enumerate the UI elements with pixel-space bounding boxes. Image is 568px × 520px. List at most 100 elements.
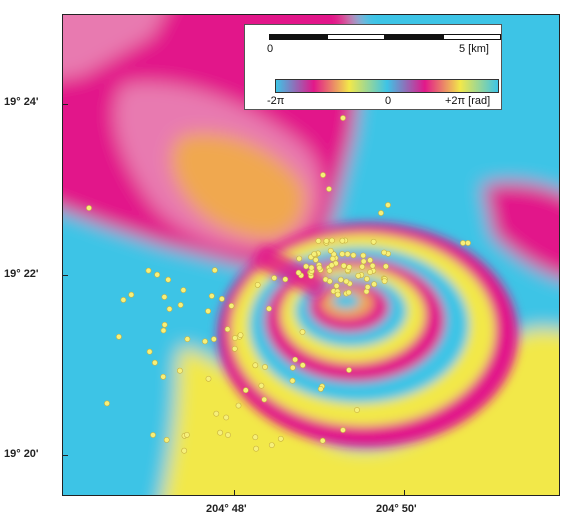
earthquake-dot <box>344 251 351 257</box>
earthquake-dot <box>213 410 220 417</box>
map-legend: 0 5 [km] -2π 0 +2π [rad] <box>244 24 502 110</box>
earthquake-dot <box>228 302 235 309</box>
earthquake-dot <box>326 267 333 274</box>
earthquake-dot <box>367 269 373 275</box>
earthquake-dot <box>262 364 268 370</box>
phase-colorbar <box>275 79 499 93</box>
scale-bar-segment-4 <box>443 34 501 40</box>
earthquake-dot <box>282 276 289 283</box>
earthquake-dot <box>340 427 346 433</box>
latitude-label-20: 19° 20' <box>4 448 39 460</box>
earthquake-dot <box>165 276 172 283</box>
earthquake-dot <box>252 362 259 369</box>
earthquake-dot <box>308 264 315 271</box>
earthquake-dot <box>208 293 215 299</box>
earthquake-dot <box>235 402 242 409</box>
earthquake-dot <box>371 281 377 288</box>
earthquake-dot <box>184 431 190 438</box>
lon-tick-50 <box>404 490 405 496</box>
earthquake-dot <box>177 302 184 308</box>
earthquake-dot <box>289 377 296 384</box>
earthquake-dot <box>339 251 346 257</box>
earthquake-dot <box>116 333 122 340</box>
scale-bar-segment-3 <box>385 34 443 40</box>
earthquake-dot <box>311 251 318 257</box>
earthquake-dot <box>320 172 326 178</box>
earthquake-dot <box>465 240 471 246</box>
lon-tick-48 <box>234 490 235 496</box>
scale-bar <box>269 34 501 40</box>
earthquake-dot <box>337 276 344 283</box>
earthquake-dot <box>326 278 333 285</box>
earthquake-dot <box>232 335 238 341</box>
earthquake-dot <box>253 445 259 452</box>
earthquake-dot <box>128 291 135 298</box>
earthquake-dot <box>329 237 335 244</box>
scale-bar-segment-2 <box>327 34 385 40</box>
earthquake-dot <box>299 329 306 335</box>
earthquake-dot <box>160 373 167 380</box>
earthquake-dot <box>184 336 191 342</box>
latitude-label-22: 19° 22' <box>4 268 39 280</box>
earthquake-dot <box>334 291 341 298</box>
earthquake-dot <box>160 327 167 334</box>
earthquake-dot <box>340 115 346 121</box>
earthquake-dot <box>312 256 319 263</box>
earthquake-dot <box>223 414 230 421</box>
earthquake-dot <box>355 272 362 279</box>
earthquake-dot <box>360 252 367 259</box>
earthquake-epicenters <box>86 115 471 454</box>
earthquake-dot <box>271 275 278 281</box>
earthquake-dot <box>382 263 389 270</box>
earthquake-dot <box>289 364 296 371</box>
earthquake-dot <box>211 267 218 274</box>
earthquake-dot <box>224 326 231 333</box>
earthquake-dot <box>299 362 306 369</box>
longitude-label-50: 204° 50' <box>376 503 417 515</box>
earthquake-dot <box>205 308 211 314</box>
earthquake-dot <box>370 238 377 245</box>
earthquake-dot <box>381 278 388 284</box>
earthquake-dot <box>328 262 335 269</box>
lat-tick-24 <box>62 104 68 105</box>
scale-end-label: 5 [km] <box>459 43 489 55</box>
earthquake-dot <box>369 262 376 269</box>
earthquake-dot <box>258 382 265 389</box>
earthquake-dot <box>364 284 371 290</box>
earthquake-dot <box>161 294 168 300</box>
colorbar-min-label: -2π <box>267 95 285 107</box>
earthquake-dot <box>354 407 360 413</box>
earthquake-dot <box>326 186 332 192</box>
earthquake-dot <box>277 435 284 442</box>
earthquake-dot <box>460 240 466 246</box>
earthquake-dot <box>242 387 249 394</box>
earthquake-dot <box>177 367 183 374</box>
earthquake-dot <box>86 205 92 211</box>
earthquake-dot <box>237 332 244 338</box>
earthquake-dot <box>303 263 309 270</box>
earthquake-dot <box>333 282 340 289</box>
earthquake-dot <box>154 271 161 278</box>
earthquake-dot <box>268 442 275 448</box>
earthquake-dot <box>329 255 336 262</box>
colorbar-mid-label: 0 <box>385 95 392 107</box>
earthquake-dot <box>319 437 326 444</box>
earthquake-dot <box>261 396 268 403</box>
earthquake-dot <box>217 429 223 436</box>
earthquake-dot <box>360 258 367 265</box>
earthquake-dot <box>180 287 187 293</box>
scale-bar-segment-1 <box>269 34 327 40</box>
earthquake-dot <box>317 385 324 392</box>
earthquake-dot <box>339 237 346 244</box>
earthquake-dot <box>363 275 370 282</box>
colorbar-max-label: +2π [rad] <box>445 95 491 107</box>
earthquake-dot <box>367 257 373 264</box>
earthquake-dot <box>202 338 208 345</box>
earthquake-dot <box>254 281 261 288</box>
scale-start-label: 0 <box>267 43 274 55</box>
earthquake-dot <box>150 432 156 438</box>
earthquake-dot <box>378 210 384 216</box>
earthquake-dot <box>146 348 153 355</box>
earthquake-dot <box>343 278 350 285</box>
earthquake-dot <box>120 296 127 303</box>
